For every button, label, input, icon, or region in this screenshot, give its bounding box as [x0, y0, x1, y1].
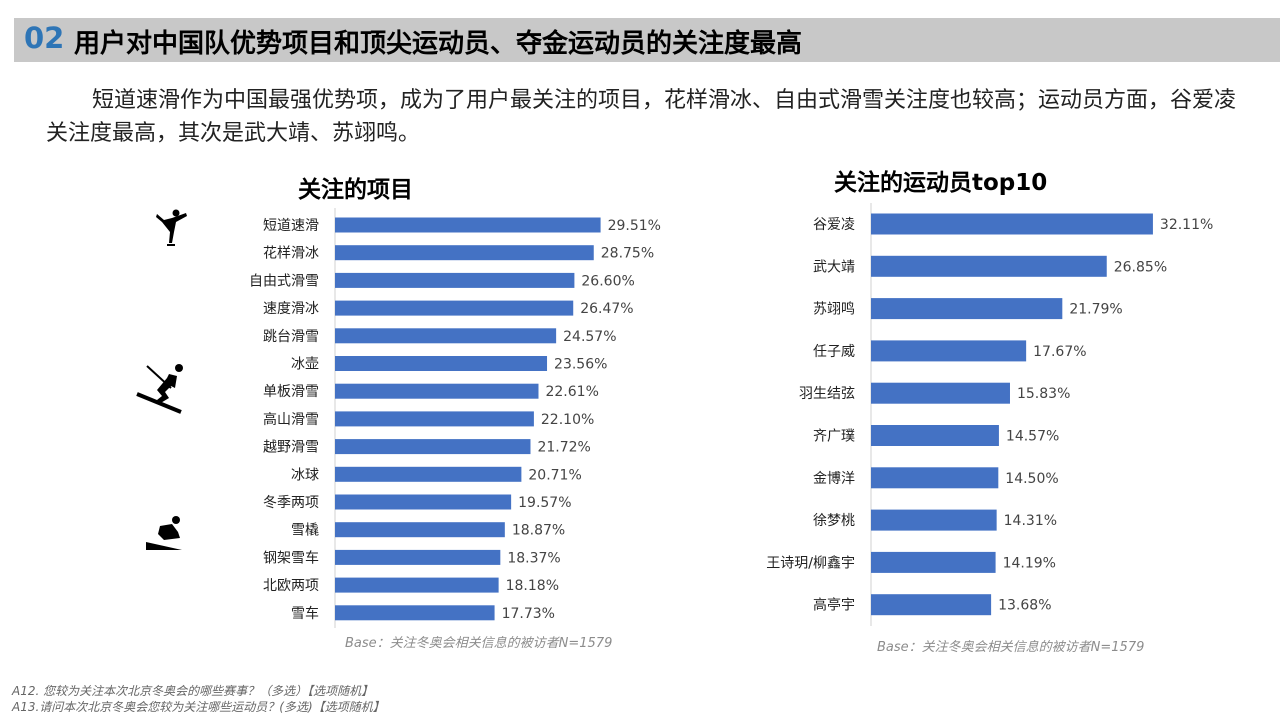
athlete-bar	[871, 213, 1153, 235]
event-bar	[335, 439, 531, 455]
athlete-category-label: 高亭宇	[813, 597, 855, 614]
event-value-label: 26.60%	[581, 273, 634, 289]
figure-skating-icon	[156, 209, 187, 246]
athlete-category-label: 任子威	[813, 344, 855, 360]
athlete-bar	[871, 298, 1063, 320]
event-bar	[335, 383, 539, 399]
event-value-label: 22.10%	[541, 412, 594, 428]
intro-paragraph: 短道速滑作为中国最强优势项，成为了用户最关注的项目，花样滑冰、自由式滑雪关注度也…	[46, 88, 1237, 146]
event-bar	[335, 217, 601, 233]
athlete-value-label: 14.50%	[1005, 471, 1058, 487]
base-note-athletes: Base：关注冬奥会相关信息的被访者N=1579	[877, 640, 1145, 655]
athlete-value-label: 17.67%	[1033, 344, 1086, 360]
athlete-bar	[871, 594, 992, 616]
event-category-label: 花样滑冰	[263, 245, 319, 262]
athlete-bar	[871, 551, 996, 573]
event-value-label: 26.47%	[580, 301, 633, 317]
athlete-bar	[871, 382, 1010, 404]
event-category-label: 越野滑雪	[263, 439, 319, 456]
event-category-label: 自由式滑雪	[249, 272, 319, 289]
event-value-label: 23.56%	[554, 357, 607, 373]
event-value-label: 19.57%	[518, 495, 571, 511]
intro-text: 短道速滑作为中国最强优势项，成为了用户最关注的项目，花样滑冰、自由式滑雪关注度也…	[46, 84, 1246, 150]
event-bar	[335, 605, 495, 621]
athlete-value-label: 13.68%	[998, 598, 1051, 614]
event-value-label: 17.73%	[502, 606, 555, 622]
athlete-category-label: 谷爱凌	[813, 217, 855, 233]
event-bar	[335, 272, 575, 288]
event-value-label: 22.61%	[545, 384, 598, 400]
event-value-label: 24.57%	[563, 329, 616, 345]
event-value-label: 18.18%	[506, 578, 559, 594]
event-category-label: 跳台滑雪	[263, 328, 319, 345]
athlete-bar	[871, 509, 997, 531]
event-bar	[335, 411, 534, 427]
base-note-events: Base：关注冬奥会相关信息的被访者N=1579	[345, 636, 613, 651]
page-title: 用户对中国队优势项目和顶尖运动员、夺金运动员的关注度最高	[74, 29, 803, 59]
event-category-label: 雪车	[291, 605, 319, 622]
athlete-value-label: 32.11%	[1160, 217, 1213, 233]
athlete-category-label: 齐广璞	[813, 429, 855, 445]
event-bar	[335, 300, 574, 316]
event-category-label: 单板滑雪	[263, 383, 319, 400]
athlete-value-label: 15.83%	[1017, 386, 1070, 402]
event-value-label: 21.72%	[537, 440, 590, 456]
event-category-label: 短道速滑	[263, 217, 319, 234]
header-bar: 02 用户对中国队优势项目和顶尖运动员、夺金运动员的关注度最高	[14, 18, 1280, 62]
section-number: 02	[24, 21, 65, 55]
event-bar	[335, 577, 499, 593]
event-category-label: 冰壶	[291, 357, 319, 373]
athlete-value-label: 14.31%	[1004, 513, 1057, 529]
athlete-category-label: 羽生结弦	[799, 386, 855, 402]
athlete-bar	[871, 425, 999, 446]
event-category-label: 雪橇	[291, 523, 319, 539]
chart-title-events: 关注的项目	[298, 177, 413, 203]
athlete-value-label: 14.57%	[1006, 429, 1059, 445]
athlete-value-label: 26.85%	[1114, 259, 1167, 275]
event-category-label: 速度滑冰	[263, 300, 319, 317]
event-value-label: 20.71%	[528, 467, 581, 483]
athlete-category-label: 金博洋	[813, 470, 855, 487]
athlete-bar	[871, 340, 1027, 362]
athlete-bar	[871, 255, 1107, 277]
event-bar	[335, 466, 522, 482]
footnote-a12: A12. 您较为关注本次北京冬奥会的哪些赛事？（多选）【选项随机】	[12, 684, 374, 698]
event-value-label: 29.51%	[608, 218, 661, 234]
athlete-value-label: 21.79%	[1069, 302, 1122, 318]
event-bar	[335, 494, 512, 510]
athlete-category-label: 苏翊鸣	[813, 301, 855, 318]
athlete-category-label: 武大靖	[813, 259, 855, 275]
event-bar	[335, 356, 548, 371]
event-value-label: 28.75%	[601, 246, 654, 262]
athlete-category-label: 徐梦桃	[813, 513, 855, 529]
event-category-label: 钢架雪车	[263, 549, 319, 566]
event-bar	[335, 245, 594, 261]
event-value-label: 18.87%	[512, 523, 565, 539]
event-category-label: 冬季两项	[263, 495, 319, 511]
event-bar	[335, 328, 557, 344]
event-bar	[335, 522, 505, 538]
chart-title-athletes: 关注的运动员top10	[834, 170, 1048, 196]
sled-icon	[146, 516, 182, 550]
athlete-category-label: 王诗玥/柳鑫宇	[766, 554, 855, 571]
event-category-label: 高山滑雪	[263, 411, 319, 428]
athlete-bar	[871, 467, 999, 489]
footnote-a13: A13.请问本次北京冬奥会您较为关注哪些运动员？(多选)【选项随机】	[12, 700, 385, 714]
athlete-value-label: 14.19%	[1003, 555, 1056, 571]
skiing-icon	[136, 364, 183, 414]
event-bar	[335, 549, 501, 565]
event-value-label: 18.37%	[507, 550, 560, 566]
event-category-label: 北欧两项	[263, 578, 319, 594]
event-category-label: 冰球	[291, 467, 319, 483]
